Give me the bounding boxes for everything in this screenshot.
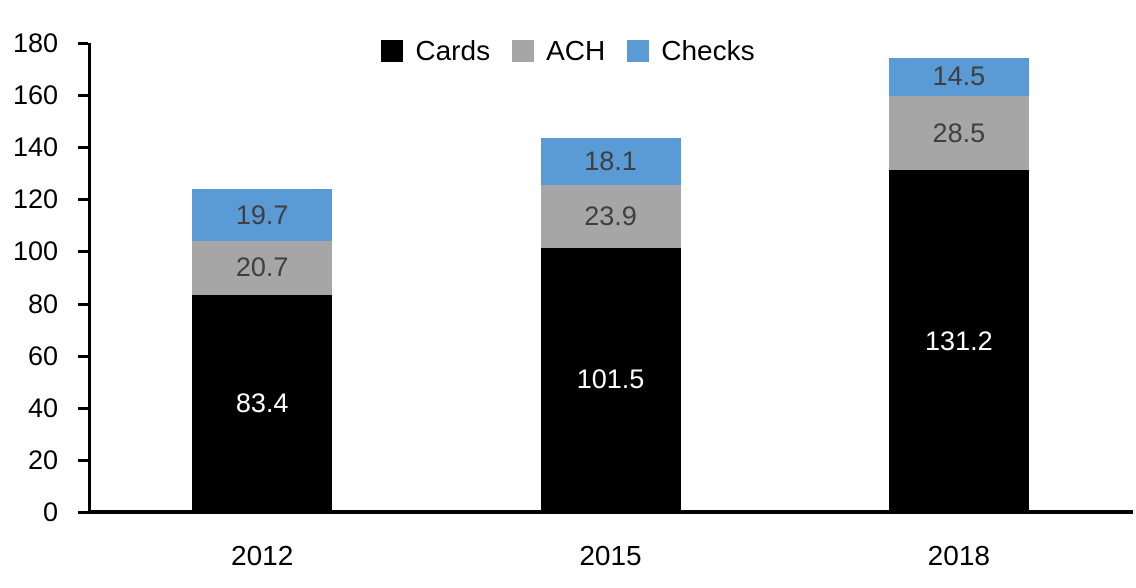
y-axis-tick (78, 198, 88, 202)
x-axis-category-label: 2015 (579, 540, 642, 571)
y-axis-tick (78, 250, 88, 254)
y-axis-tick (78, 406, 88, 410)
y-axis-tick-label: 40 (27, 392, 58, 423)
y-axis-tick (78, 354, 88, 358)
y-axis-tick-label: 180 (12, 28, 58, 58)
y-axis-tick (78, 302, 88, 306)
x-axis-line (88, 510, 1133, 514)
bar-value-label: 101.5 (576, 364, 645, 395)
bar-value-label: 83.4 (235, 387, 289, 418)
y-axis-tick-label: 60 (27, 340, 58, 371)
y-axis-tick-label: 0 (42, 497, 58, 527)
bar-segment-ach-2018: 28.5 (888, 95, 1029, 171)
bar-segment-cards-2015: 101.5 (540, 247, 681, 512)
bar-value-label: 20.7 (235, 252, 289, 283)
y-axis-tick-label: 120 (12, 184, 58, 215)
y-axis-tick (78, 146, 88, 150)
bar-value-label: 14.5 (932, 61, 986, 92)
y-axis-tick-label: 140 (12, 132, 58, 163)
bar-segment-checks-2015: 18.1 (540, 138, 681, 186)
bar-segment-cards-2012: 83.4 (192, 294, 333, 512)
bar-segment-ach-2012: 20.7 (192, 240, 333, 295)
bar-segment-checks-2012: 19.7 (192, 189, 333, 241)
x-axis-category-label: 2018 (927, 540, 990, 571)
y-axis-tick (78, 94, 88, 98)
y-axis-tick-label: 20 (27, 444, 58, 475)
y-axis-tick-label: 100 (12, 236, 58, 267)
y-axis-line (88, 43, 91, 514)
bar-value-label: 19.7 (235, 199, 289, 230)
bar-segment-checks-2018: 14.5 (888, 58, 1029, 96)
y-axis-tick (78, 458, 88, 462)
bar-value-label: 23.9 (584, 200, 637, 231)
y-axis-tick (78, 511, 88, 514)
bar-value-label: 28.5 (932, 117, 986, 148)
y-axis-tick-label: 160 (12, 80, 58, 111)
bar-segment-ach-2015: 23.9 (540, 185, 681, 248)
x-axis-category-label: 2012 (231, 540, 294, 571)
bar-segment-cards-2018: 131.2 (888, 170, 1029, 512)
bar-value-label: 131.2 (925, 325, 993, 356)
y-axis-tick-label: 80 (27, 288, 58, 319)
bar-value-label: 18.1 (584, 146, 637, 177)
y-axis-tick (78, 42, 88, 45)
